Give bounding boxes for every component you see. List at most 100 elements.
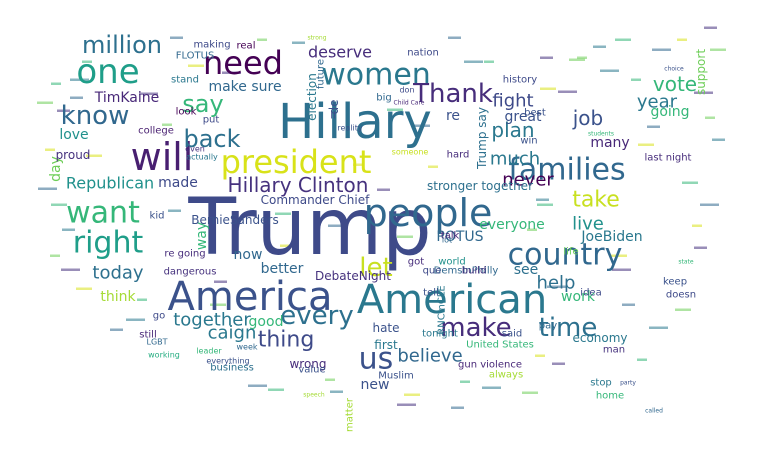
- filler-word: [428, 165, 438, 168]
- filler-word: [257, 38, 267, 41]
- cloud-word-united-states: United States: [466, 340, 534, 351]
- filler-word: [330, 390, 343, 393]
- cloud-word-think: think: [100, 289, 136, 305]
- cloud-word-doesn: doesn: [666, 290, 696, 301]
- cloud-word-business: business: [210, 363, 254, 374]
- cloud-word-making: making: [193, 40, 230, 51]
- filler-word: [547, 285, 566, 288]
- cloud-word-make: make: [440, 313, 511, 343]
- cloud-word-still: still: [139, 330, 156, 341]
- filler-word: [397, 403, 416, 406]
- cloud-word-ll: ll: [330, 111, 336, 122]
- cloud-word-someone: someone: [392, 148, 429, 157]
- cloud-word-re-going: re going: [164, 249, 205, 260]
- filler-word: [377, 188, 390, 191]
- cloud-word-tell: tell: [423, 288, 439, 299]
- cloud-word-real: real: [237, 41, 256, 52]
- filler-word: [652, 48, 671, 51]
- filler-word: [464, 60, 483, 63]
- cloud-word-believe: believe: [397, 346, 462, 367]
- filler-word: [593, 45, 606, 48]
- cloud-word-keep: keep: [663, 277, 687, 288]
- cloud-word-made: made: [158, 175, 198, 191]
- cloud-word-thing: thing: [258, 328, 315, 353]
- filler-word: [188, 64, 204, 67]
- cloud-word-don: don: [399, 86, 414, 95]
- filler-word: [577, 56, 587, 59]
- cloud-word-everything: everything: [206, 357, 249, 366]
- cloud-word-want: want: [66, 196, 140, 231]
- filler-word: [677, 38, 687, 41]
- filler-word: [45, 148, 55, 151]
- cloud-word-big: big: [376, 93, 391, 104]
- filler-word: [647, 125, 660, 128]
- filler-word: [522, 391, 538, 394]
- cloud-word-trump: Trump: [187, 183, 431, 273]
- filler-word: [126, 318, 145, 321]
- filler-word: [694, 246, 707, 249]
- cloud-word-love: love: [59, 127, 88, 143]
- cloud-word-many: many: [590, 135, 629, 151]
- cloud-word-future: future: [316, 59, 327, 89]
- filler-word: [397, 235, 413, 238]
- cloud-word-last-night: last night: [645, 153, 692, 164]
- cloud-word-great: great: [504, 109, 542, 125]
- cloud-word-go: go: [153, 311, 165, 322]
- cloud-word-thank: Thank: [412, 79, 493, 109]
- cloud-word-idea: idea: [580, 288, 601, 299]
- filler-word: [649, 326, 668, 329]
- cloud-word-fight: fight: [492, 91, 533, 112]
- filler-word: [484, 60, 494, 63]
- cloud-word-students: students: [588, 131, 614, 138]
- cloud-word-time: time: [539, 313, 598, 343]
- filler-word: [139, 92, 158, 95]
- cloud-word-day: day: [48, 156, 64, 182]
- filler-word: [622, 303, 635, 306]
- filler-word: [611, 254, 627, 257]
- cloud-word-put: put: [203, 115, 220, 126]
- cloud-word-us: us: [359, 342, 394, 377]
- cloud-word-lot: lot: [442, 236, 452, 245]
- cloud-word-stand: stand: [171, 75, 199, 86]
- cloud-word-election: election: [305, 73, 319, 121]
- cloud-word-choice: choice: [664, 66, 684, 73]
- cloud-word-week: week: [236, 343, 257, 352]
- cloud-word-president: president: [221, 143, 372, 181]
- cloud-word-job: job: [572, 106, 604, 130]
- filler-word: [540, 87, 556, 90]
- cloud-word-actually: actually: [186, 153, 218, 162]
- cloud-word-flotus: FLOTUS: [176, 51, 215, 62]
- filler-word: [61, 268, 80, 271]
- cloud-word-trump-say: Trump say: [475, 107, 489, 170]
- filler-word: [536, 198, 549, 201]
- cloud-word-will: will: [131, 135, 194, 179]
- filler-word: [268, 388, 284, 391]
- cloud-word-got: got: [408, 257, 424, 268]
- cloud-word-always: always: [489, 370, 523, 381]
- filler-word: [710, 48, 726, 51]
- cloud-word-reality: reality: [337, 124, 363, 133]
- cloud-word-see: see: [514, 262, 539, 278]
- cloud-word-let: let: [359, 253, 392, 283]
- cloud-word-much: much: [490, 149, 540, 170]
- cloud-word-way: way: [194, 222, 210, 250]
- filler-word: [482, 386, 501, 389]
- cloud-word-american: American: [357, 277, 547, 323]
- cloud-word-back: back: [183, 125, 240, 153]
- filler-word: [675, 308, 691, 311]
- cloud-word-one: one: [76, 52, 139, 92]
- cloud-word-value: value: [298, 365, 325, 376]
- cloud-word-live: live: [572, 214, 604, 235]
- filler-word: [460, 380, 470, 383]
- filler-word: [82, 60, 92, 63]
- cloud-word-hillary-clinton: Hillary Clinton: [228, 173, 369, 197]
- filler-word: [387, 108, 403, 111]
- cloud-word-caign: caign: [208, 323, 257, 344]
- filler-word: [57, 109, 70, 112]
- cloud-word-economy: economy: [572, 331, 627, 345]
- filler-word: [137, 298, 147, 301]
- cloud-word-vote: vote: [653, 72, 697, 96]
- filler-word: [51, 82, 61, 85]
- cloud-word-need: need: [203, 44, 283, 82]
